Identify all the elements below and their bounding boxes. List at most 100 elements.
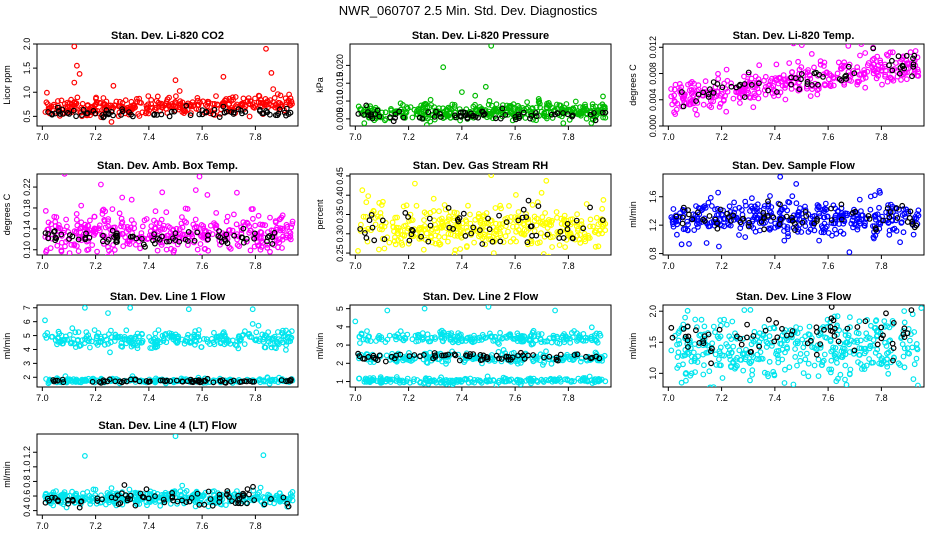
data-point-all — [136, 99, 143, 106]
data-point-all — [866, 345, 873, 352]
data-point-flagged — [564, 226, 571, 233]
outlier-point — [678, 379, 685, 386]
data-point-flagged — [51, 378, 57, 385]
data-point-flagged — [493, 352, 500, 359]
data-point-flagged — [684, 323, 691, 330]
data-point-all — [706, 368, 713, 375]
y-tick-label: 2 — [335, 361, 345, 366]
data-point-all — [805, 373, 812, 380]
y-tick-label: 0.010 — [335, 90, 345, 113]
points-layer — [668, 174, 922, 255]
data-point-all — [828, 357, 835, 364]
outlier-point — [196, 174, 203, 180]
data-point-all — [416, 224, 423, 231]
data-point-all — [480, 212, 487, 219]
data-point-all — [236, 243, 243, 250]
data-point-all — [811, 64, 817, 71]
data-point-all — [159, 225, 166, 232]
outlier-point — [76, 70, 83, 77]
data-point-all — [769, 343, 775, 349]
data-point-flagged — [910, 63, 917, 70]
data-point-flagged — [843, 75, 849, 82]
data-point-all — [767, 193, 773, 199]
data-point-all — [668, 93, 675, 100]
data-point-all — [244, 98, 251, 105]
data-point-all-upper — [447, 332, 454, 339]
data-point-all-upper — [52, 337, 59, 344]
data-point-all-lower — [170, 377, 177, 384]
data-point-all-upper — [126, 338, 133, 344]
points-layer — [352, 305, 609, 387]
outlier-point — [421, 305, 428, 312]
x-tick-label: 7.2 — [715, 393, 728, 403]
data-point-flagged — [387, 114, 393, 121]
y-tick-label: 0.8 — [648, 247, 658, 260]
data-point-all — [168, 245, 175, 252]
data-point-all — [599, 205, 606, 212]
data-point-all — [832, 220, 838, 227]
data-point-all — [857, 52, 863, 59]
data-point-all — [463, 244, 470, 251]
data-point-all — [901, 364, 908, 371]
data-point-all — [68, 241, 75, 248]
data-point-all — [111, 246, 118, 253]
data-point-all — [691, 358, 698, 364]
data-point-flagged — [599, 109, 606, 116]
data-point-all-lower — [540, 378, 546, 384]
data-point-all — [216, 258, 221, 263]
data-point-flagged — [679, 220, 686, 227]
data-point-all-upper — [593, 338, 599, 345]
data-point-all — [92, 95, 99, 102]
data-point-flagged — [439, 352, 445, 359]
data-point-flagged — [838, 77, 845, 84]
data-point-flagged — [844, 325, 851, 332]
data-point-all — [163, 209, 170, 216]
data-point-flagged — [112, 378, 119, 385]
y-tick-label: 2 — [22, 375, 32, 380]
y-tick-label: 0.4 — [22, 504, 32, 517]
data-point-all — [127, 103, 134, 110]
data-point-all-upper — [415, 338, 422, 344]
data-point-all — [413, 202, 420, 209]
data-point-flagged — [799, 219, 806, 226]
data-point-all — [900, 229, 907, 236]
data-point-all-lower — [552, 377, 559, 384]
data-point-all-upper — [119, 343, 126, 350]
chart-panel-4: Stan. Dev. Amb. Box Temp.degrees C7.0 7.2… — [2, 160, 299, 271]
data-point-flagged — [814, 216, 820, 222]
data-point-all — [513, 223, 520, 230]
data-point-all — [882, 339, 888, 346]
data-point-all-upper — [107, 349, 113, 356]
y-axis-label: kPa — [315, 77, 325, 93]
data-point-all — [252, 222, 259, 229]
data-point-all — [730, 359, 736, 365]
data-point-all — [838, 62, 845, 69]
data-point-flagged — [741, 94, 748, 100]
y-tick-label: 1.0 — [648, 367, 658, 380]
data-point-all-upper — [115, 334, 122, 341]
data-point-all — [437, 241, 444, 248]
data-point-all — [493, 220, 499, 227]
data-point-flagged — [546, 353, 553, 360]
data-point-all — [847, 314, 853, 321]
data-point-all — [412, 180, 418, 187]
data-point-all — [703, 240, 710, 246]
data-point-all — [737, 356, 744, 363]
outlier-point — [846, 249, 853, 255]
data-point-all — [708, 104, 715, 111]
data-point-all — [726, 203, 733, 210]
data-point-all — [889, 49, 896, 56]
data-point-flagged — [574, 351, 581, 358]
data-point-all-upper — [91, 327, 98, 334]
x-tick-label: 7.4 — [769, 261, 782, 271]
data-point-all-upper — [567, 335, 573, 342]
data-point-all — [867, 335, 873, 342]
data-point-all-upper — [471, 335, 478, 342]
y-tick-label: 1.5 — [648, 336, 658, 349]
data-point-all-upper — [162, 331, 169, 337]
data-point-all — [159, 104, 166, 111]
data-point-flagged — [548, 111, 555, 118]
data-point-all — [789, 193, 796, 200]
data-point-flagged — [695, 209, 701, 216]
data-point-all — [395, 227, 401, 234]
